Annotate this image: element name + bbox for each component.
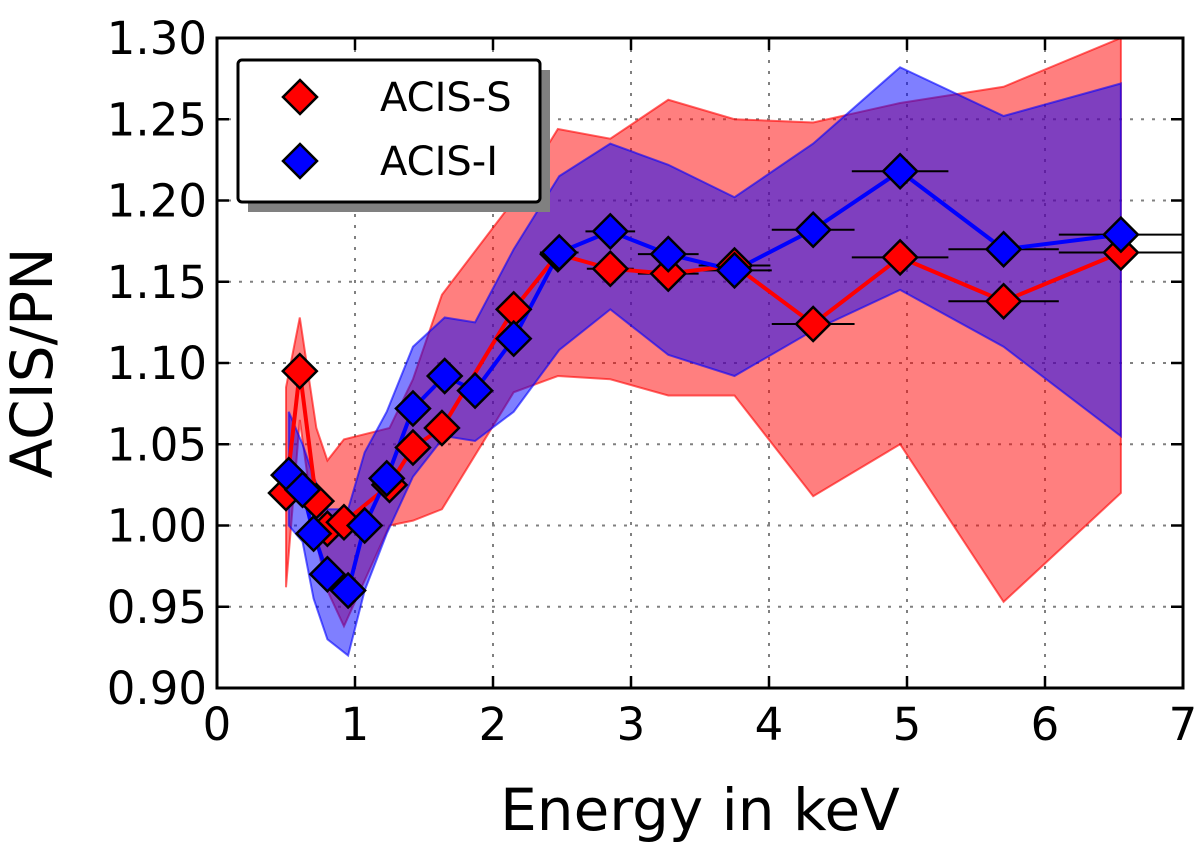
data-point-acis-s	[984, 282, 1023, 321]
y-tick-label: 0.95	[107, 581, 207, 634]
x-tick-label: 5	[893, 698, 922, 751]
x-axis-label: Energy in keV	[500, 776, 900, 844]
data-point-acis-i	[881, 152, 919, 191]
data-point-acis-i	[649, 235, 688, 273]
y-tick-label: 1.25	[107, 93, 207, 146]
data-point-acis-i	[494, 319, 533, 358]
data-point-acis-s	[591, 249, 630, 288]
x-tick-label: 7	[1169, 698, 1198, 751]
data-point-acis-i	[367, 459, 406, 498]
y-tick-label: 0.90	[107, 662, 207, 715]
data-point-acis-i	[984, 230, 1023, 269]
data-point-acis-i	[456, 371, 494, 410]
data-point-acis-i	[715, 251, 754, 290]
data-point-acis-i	[345, 506, 384, 545]
legend-label-acis-s: ACIS-S	[380, 75, 512, 121]
data-point-acis-s	[423, 409, 461, 447]
x-tick-label: 2	[479, 698, 508, 751]
y-tick-label: 1.20	[107, 175, 207, 228]
y-tick-label: 1.15	[107, 256, 207, 309]
data-point-acis-s	[281, 352, 319, 390]
data-point-acis-s	[649, 254, 688, 293]
x-tick-label: 4	[755, 698, 784, 751]
legend-marker-acis-i	[281, 142, 319, 180]
plot-area	[267, 38, 1183, 658]
data-point-acis-i	[425, 357, 464, 395]
x-tick-label: 3	[617, 698, 646, 751]
data-point-acis-s	[794, 305, 832, 343]
data-point-acis-i	[394, 389, 432, 428]
data-point-acis-s	[881, 238, 919, 277]
legend: ACIS-S ACIS-I	[236, 58, 550, 212]
y-tick-label: 1.00	[107, 500, 207, 553]
data-point-acis-i	[283, 470, 322, 509]
data-point-acis-i	[1102, 215, 1140, 254]
x-tick-label: 0	[203, 698, 232, 751]
data-point-acis-i	[794, 210, 832, 249]
data-point-acis-s	[394, 428, 432, 467]
axis-ticks: 0 1 2 3 4 5 6 7 0.90 0.95 1.00 1.05 1.10 1.15 1.20 1.25…	[107, 12, 1198, 751]
x-tick-label: 6	[1031, 698, 1060, 751]
y-tick-label: 1.10	[107, 337, 207, 390]
band-acis-i	[287, 66, 1122, 658]
data-point-acis-i	[329, 571, 367, 610]
legend-marker-acis-s	[281, 78, 319, 116]
data-point-acis-i	[308, 555, 347, 594]
y-tick-label: 1.05	[107, 418, 207, 471]
data-point-acis-i	[540, 233, 579, 272]
x-tick-label: 1	[341, 698, 370, 751]
y-axis-label: ACIS/PN	[0, 248, 66, 479]
data-point-acis-i	[294, 514, 333, 553]
data-point-acis-i	[591, 212, 630, 251]
y-tick-label: 1.30	[107, 12, 207, 65]
legend-label-acis-i: ACIS-I	[380, 139, 498, 185]
legend-entries: ACIS-S ACIS-I	[281, 75, 512, 185]
